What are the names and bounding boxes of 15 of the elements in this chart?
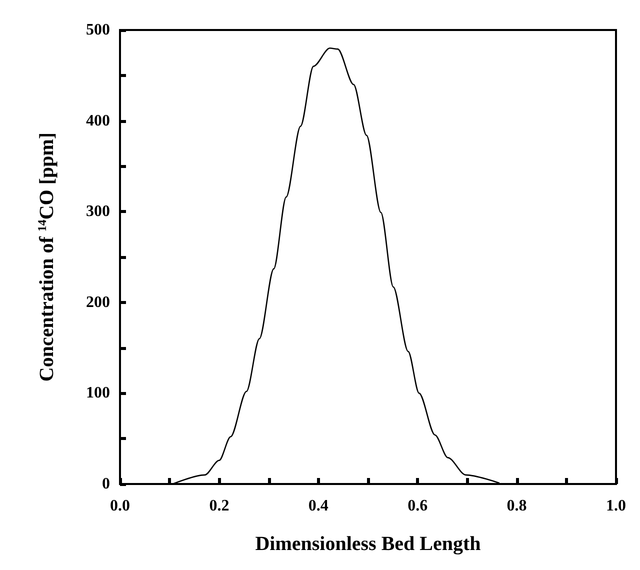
x-tick-label: 0.2 [209, 498, 230, 514]
y-axis-title: Concentration of 14CO [ppm] [35, 132, 58, 382]
line-series [172, 48, 500, 485]
x-tick-label: 0.4 [308, 498, 328, 514]
y-tick-label: 300 [86, 203, 110, 220]
y-tick-label: 100 [86, 384, 110, 402]
x-tick-label: 1.0 [606, 498, 626, 514]
y-tick-label: 400 [86, 112, 110, 130]
x-tick-label: 0.6 [408, 498, 428, 514]
y-tick-label: 500 [86, 22, 110, 38]
y-tick-label: 0 [102, 476, 110, 492]
x-tick-label: 0.0 [110, 498, 130, 514]
x-axis-title: Dimensionless Bed Length [255, 533, 481, 555]
x-tick-label: 0.8 [506, 498, 527, 514]
y-tick-label: 200 [86, 294, 110, 311]
